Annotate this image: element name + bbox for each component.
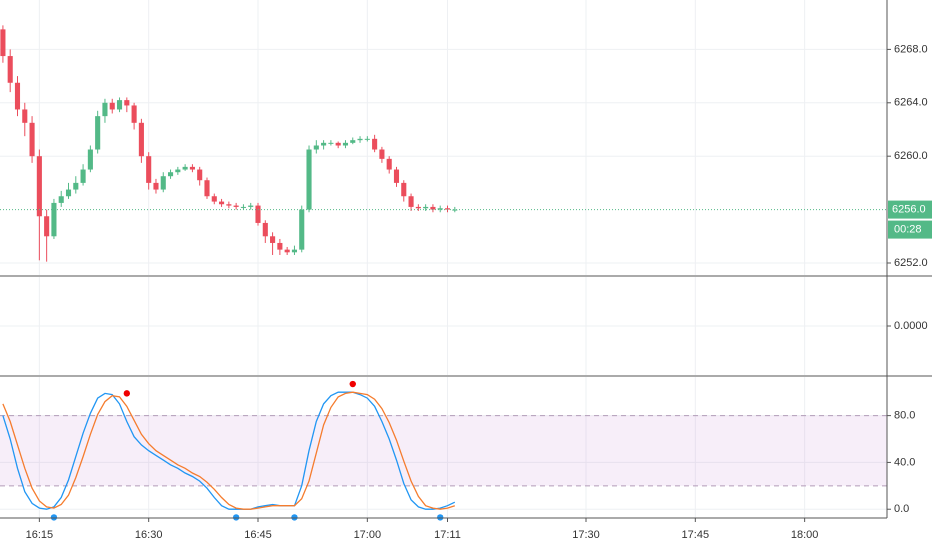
candle-body — [0, 29, 6, 57]
signal-dot — [349, 380, 356, 388]
candle-body — [189, 166, 195, 170]
y-tick-label: 0.0000 — [894, 320, 928, 332]
candle-body — [36, 156, 42, 217]
candle-body — [277, 242, 283, 250]
candle-body — [415, 206, 421, 209]
candle-body — [408, 196, 414, 207]
y-tick-label: 6264.0 — [894, 97, 928, 109]
candle-body — [423, 206, 429, 209]
candle-body — [342, 142, 349, 146]
x-tick-label: 18:00 — [791, 529, 819, 541]
band-fill — [0, 415, 887, 486]
candle-body — [357, 138, 363, 141]
candle-body — [262, 222, 268, 237]
candle-body — [124, 100, 130, 106]
candle-body — [204, 180, 210, 197]
candle-body — [44, 216, 50, 237]
candle-body — [328, 142, 334, 144]
candle-body — [386, 158, 392, 170]
candle-body — [51, 202, 57, 237]
countdown-label: 00:28 — [894, 223, 922, 235]
candle-body — [270, 236, 276, 243]
indicator-line — [2, 391, 456, 510]
y-tick-label: 6260.0 — [894, 150, 928, 162]
y-tick-label: 80.0 — [894, 410, 915, 422]
candle-body — [364, 138, 370, 140]
x-tick-label: 16:30 — [135, 529, 163, 541]
candle-body — [211, 196, 217, 202]
x-tick-label: 17:00 — [354, 529, 382, 541]
candle-body — [284, 249, 290, 253]
candle-body — [219, 201, 225, 205]
candle-body — [248, 205, 254, 207]
candle-body — [350, 140, 356, 143]
candle-body — [29, 122, 35, 157]
candle-body — [153, 182, 159, 190]
candle-body — [160, 176, 166, 190]
candle-body — [22, 109, 28, 123]
candle-body — [233, 205, 239, 207]
candle-body — [437, 208, 443, 210]
candle-body — [197, 169, 203, 181]
candle-body — [393, 169, 400, 183]
y-tick-label: 6268.0 — [894, 43, 928, 55]
candle-body — [372, 138, 378, 150]
y-tick-label: 6252.0 — [894, 257, 928, 269]
countdown-box — [888, 220, 932, 239]
candle-body — [116, 100, 123, 110]
x-tick-label: 17:45 — [682, 529, 710, 541]
candle-body — [65, 189, 72, 197]
candle-body — [226, 204, 232, 206]
candle-body — [444, 208, 451, 210]
signal-dot — [437, 514, 444, 521]
candle-body — [335, 142, 341, 146]
candle-body — [167, 172, 174, 177]
candle-body — [87, 149, 93, 170]
last-price-label: 6256.0 — [892, 203, 926, 215]
candle-body — [240, 206, 246, 208]
x-tick-label: 17:11 — [434, 529, 461, 541]
candle-body — [291, 249, 298, 253]
signal-dot — [291, 514, 298, 521]
candle-body — [321, 142, 327, 146]
candle-body — [255, 205, 261, 223]
candle-body — [95, 116, 101, 150]
signal-dot — [123, 390, 131, 397]
candle-body — [430, 206, 436, 210]
candle-body — [146, 156, 152, 183]
last-price-box — [888, 200, 932, 219]
candle-body — [313, 145, 319, 150]
indicator-line — [2, 391, 456, 510]
candle-body — [14, 82, 21, 110]
candle-body — [138, 122, 144, 157]
signal-dot — [50, 514, 58, 521]
candle-body — [182, 166, 188, 170]
candle-body — [80, 169, 86, 183]
candle-body — [109, 102, 115, 110]
candle-body — [452, 209, 458, 211]
candle-body — [73, 182, 79, 190]
x-tick-label: 16:15 — [26, 529, 54, 541]
y-tick-label: 0.0 — [894, 503, 909, 515]
x-tick-label: 16:45 — [244, 529, 272, 541]
candle-body — [7, 56, 13, 83]
candle-body — [379, 149, 385, 159]
candle-body — [58, 196, 64, 203]
candle-body — [102, 102, 108, 117]
candle-body — [131, 105, 137, 123]
candle-body — [401, 182, 407, 197]
signal-dot — [232, 514, 240, 521]
x-tick-label: 17:30 — [572, 529, 600, 541]
candle-body — [175, 169, 181, 173]
y-tick-label: 40.0 — [894, 456, 915, 468]
candle-body — [306, 149, 312, 210]
candle-body — [299, 209, 305, 250]
